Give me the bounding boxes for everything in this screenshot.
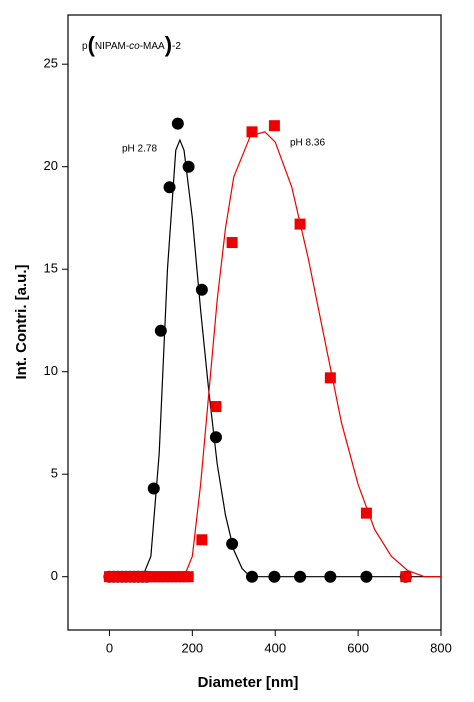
y-axis-label: Int. Contri. [a.u.] bbox=[13, 265, 30, 380]
fit-curve bbox=[109, 138, 441, 578]
x-tick-label: 800 bbox=[430, 640, 452, 655]
annotation-part: ( bbox=[88, 32, 96, 57]
marker bbox=[209, 431, 222, 444]
x-axis-label: Diameter [nm] bbox=[198, 674, 299, 691]
marker bbox=[210, 401, 222, 413]
annotation-part: -2 bbox=[172, 41, 181, 52]
marker bbox=[154, 324, 167, 337]
marker bbox=[171, 117, 184, 130]
y-tick-label: 10 bbox=[44, 363, 58, 378]
marker bbox=[324, 570, 337, 583]
marker bbox=[182, 571, 194, 583]
y-tick-label: 5 bbox=[51, 466, 58, 481]
x-tick-label: 400 bbox=[264, 640, 286, 655]
marker bbox=[226, 237, 238, 249]
marker bbox=[147, 482, 160, 495]
marker bbox=[324, 372, 336, 384]
y-tick-label: 25 bbox=[44, 56, 58, 71]
marker bbox=[294, 570, 307, 583]
annotation: p(NIPAM-co-MAA)-2 bbox=[82, 32, 181, 57]
marker bbox=[360, 570, 373, 583]
series-label: pH 2.78 bbox=[122, 144, 157, 155]
marker bbox=[246, 126, 258, 138]
marker bbox=[268, 570, 281, 583]
marker bbox=[163, 181, 176, 194]
y-tick-label: 0 bbox=[51, 568, 58, 583]
annotation-part: p bbox=[82, 41, 88, 52]
y-tick-label: 15 bbox=[44, 261, 58, 276]
marker bbox=[195, 283, 208, 296]
fit-curve bbox=[183, 131, 441, 578]
marker bbox=[400, 571, 412, 583]
marker bbox=[182, 160, 195, 173]
plot-frame bbox=[67, 14, 442, 631]
marker bbox=[246, 570, 259, 583]
annotation-part: -MAA bbox=[140, 41, 165, 52]
y-tick-label: 20 bbox=[44, 158, 58, 173]
x-tick-label: 200 bbox=[181, 640, 203, 655]
marker bbox=[268, 120, 280, 132]
marker bbox=[360, 507, 372, 519]
annotation-part: ) bbox=[165, 32, 172, 57]
x-tick-label: 0 bbox=[106, 640, 113, 655]
marker bbox=[226, 537, 239, 550]
series-label: pH 8.36 bbox=[290, 138, 325, 149]
annotation-part: NIPAM- bbox=[95, 41, 129, 52]
marker bbox=[294, 218, 306, 230]
marker bbox=[196, 534, 208, 546]
annotation-part: co bbox=[129, 41, 140, 52]
x-tick-label: 600 bbox=[347, 640, 369, 655]
